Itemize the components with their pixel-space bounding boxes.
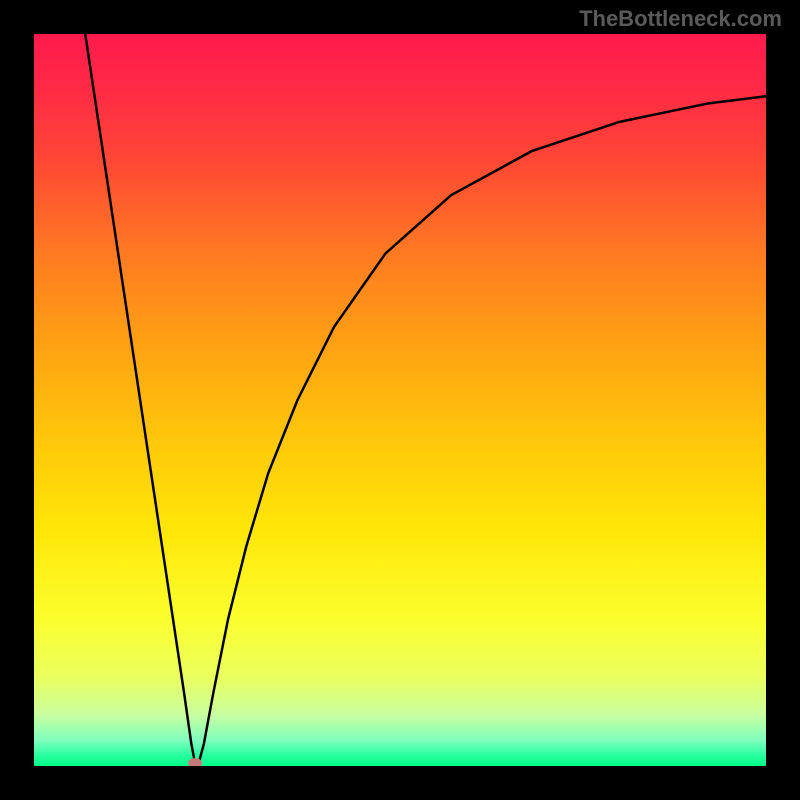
plot-area [34,34,766,766]
watermark-text: TheBottleneck.com [579,6,782,32]
gradient-background [34,34,766,766]
chart-svg [34,34,766,766]
chart-container: TheBottleneck.com [0,0,800,800]
